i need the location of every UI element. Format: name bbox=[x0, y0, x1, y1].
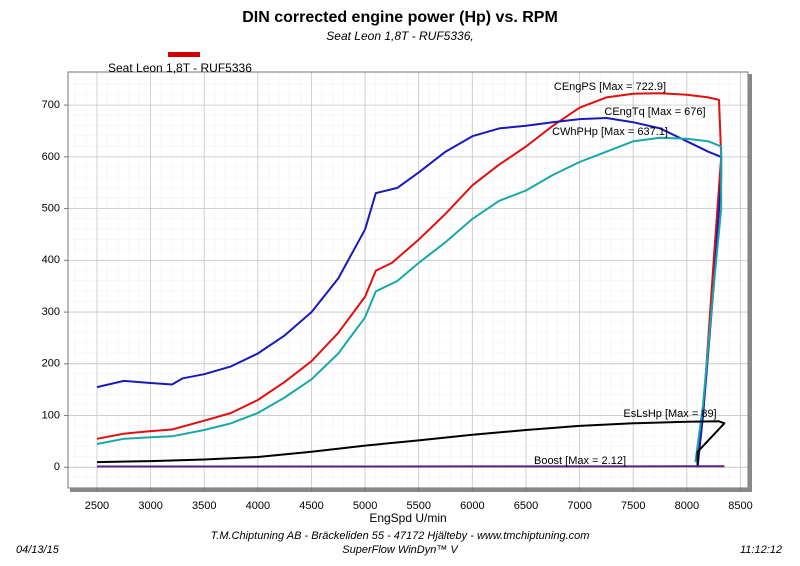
series-label: Boost [Max = 2.12] bbox=[534, 455, 626, 467]
chart-subtitle: Seat Leon 1,8T - RUF5336, bbox=[326, 29, 473, 43]
x-axis-label: EngSpd U/min bbox=[369, 511, 446, 525]
legend-label: Seat Leon 1,8T - RUF5336 bbox=[108, 61, 252, 75]
series-label: CEngTq [Max = 676] bbox=[604, 106, 705, 118]
x-tick-label: 3000 bbox=[138, 500, 162, 512]
x-tick-label: 3500 bbox=[192, 500, 216, 512]
x-tick-label: 8000 bbox=[675, 500, 699, 512]
series-label: CEngPS [Max = 722.9] bbox=[554, 81, 666, 93]
time: 11:12:12 bbox=[740, 544, 782, 556]
frame-shadow bbox=[70, 488, 752, 492]
series-label: CWhPHp [Max = 637.1] bbox=[552, 126, 668, 138]
y-tick-label: 500 bbox=[42, 203, 60, 215]
x-tick-label: 8500 bbox=[728, 500, 752, 512]
x-tick-label: 4000 bbox=[246, 500, 270, 512]
y-tick-label: 700 bbox=[42, 99, 60, 111]
x-tick-label: 4500 bbox=[299, 500, 323, 512]
x-tick-label: 7000 bbox=[567, 500, 591, 512]
x-tick-label: 6000 bbox=[460, 500, 484, 512]
series-line bbox=[96, 136, 723, 463]
y-tick-label: 100 bbox=[42, 409, 60, 421]
x-tick-label: 5500 bbox=[406, 500, 430, 512]
x-tick-label: 5000 bbox=[353, 500, 377, 512]
chart-title: DIN corrected engine power (Hp) vs. RPM bbox=[242, 9, 558, 26]
y-tick-label: 200 bbox=[42, 358, 60, 370]
frame-shadow bbox=[748, 74, 752, 492]
series-line bbox=[96, 420, 726, 468]
footer-line: T.M.Chiptuning AB - Bräckeliden 55 - 471… bbox=[211, 530, 590, 542]
x-tick-label: 2500 bbox=[85, 500, 109, 512]
y-tick-label: 400 bbox=[42, 254, 60, 266]
x-tick-label: 7500 bbox=[621, 500, 645, 512]
footer-line: SuperFlow WinDyn™ V bbox=[342, 544, 459, 556]
series-line bbox=[96, 92, 723, 458]
y-tick-label: 600 bbox=[42, 151, 60, 163]
series-label: EsLsHp [Max = 89] bbox=[623, 408, 716, 420]
date: 04/13/15 bbox=[16, 544, 60, 556]
x-tick-label: 6500 bbox=[514, 500, 538, 512]
series-line bbox=[96, 117, 723, 468]
y-tick-label: 300 bbox=[42, 306, 60, 318]
legend-swatch bbox=[168, 52, 200, 57]
y-tick-label: 0 bbox=[54, 461, 60, 473]
